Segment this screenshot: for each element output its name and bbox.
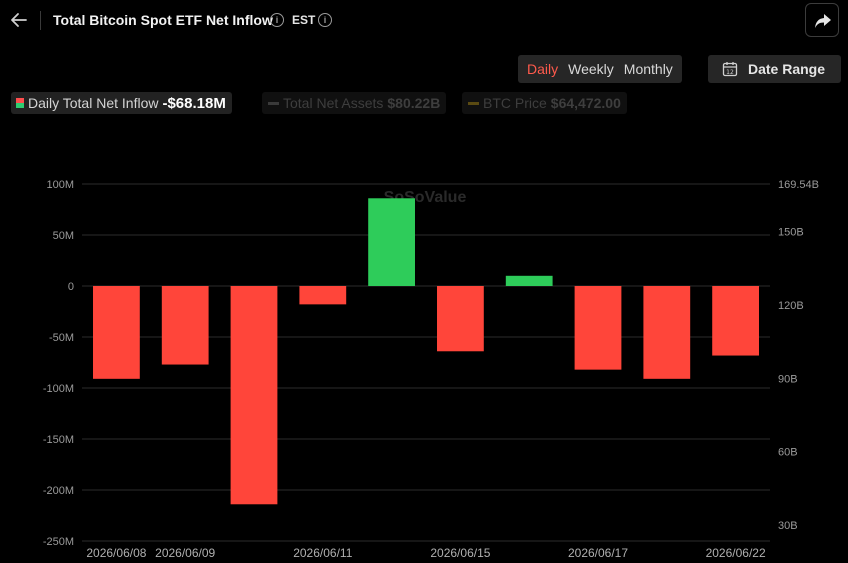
y-tick-label: 100M: [46, 179, 74, 191]
y2-tick-label: 169.54B: [778, 179, 819, 191]
share-icon: [815, 14, 831, 28]
legend-net-inflow[interactable]: Daily Total Net Inflow -$68.18M: [11, 92, 232, 114]
x-tick-label: 2026/06/11: [293, 546, 352, 560]
legend-value: -$68.18M: [162, 94, 226, 112]
y2-tick-label: 90B: [778, 373, 798, 385]
legend-label: BTC Price: [483, 95, 547, 111]
bar: [505, 275, 553, 286]
y2-tick-label: 60B: [778, 447, 798, 459]
period-switcher: Daily Weekly Monthly: [518, 55, 682, 83]
legend-label: Daily Total Net Inflow: [28, 95, 159, 111]
bar: [643, 286, 691, 379]
timezone-label: EST: [292, 13, 316, 27]
calendar-icon: 12: [722, 62, 738, 77]
y-tick-label: 50M: [53, 230, 74, 242]
y2-tick-label: 30B: [778, 520, 798, 532]
legend-swatch: [16, 98, 24, 108]
bar: [712, 286, 759, 356]
y2-tick-label: 150B: [778, 227, 804, 239]
page-title: Total Bitcoin Spot ETF Net Inflow: [53, 12, 273, 28]
x-tick-label: 2026/06/17: [568, 546, 628, 560]
bar: [93, 286, 140, 379]
back-arrow-icon[interactable]: [8, 9, 30, 31]
legend-value: $64,472.00: [550, 95, 621, 111]
x-tick-label: 2026/06/08: [86, 546, 146, 560]
y-tick-label: -200M: [43, 485, 74, 497]
net-inflow-chart: SoSoValue100M50M0-50M-100M-150M-200M-250…: [43, 179, 819, 560]
bar: [230, 286, 278, 505]
legend-btc-price[interactable]: BTC Price $64,472.00: [462, 92, 627, 114]
share-button[interactable]: [805, 3, 839, 37]
top-bar: Total Bitcoin Spot ETF Net Inflow i EST …: [0, 0, 848, 42]
timezone-info-icon[interactable]: i: [318, 13, 332, 27]
y-tick-label: -250M: [43, 536, 74, 548]
tab-weekly[interactable]: Weekly: [568, 61, 614, 77]
y-tick-label: -50M: [49, 332, 74, 344]
date-range-label: Date Range: [748, 61, 826, 77]
bar: [161, 286, 209, 365]
legend-swatch: [468, 101, 479, 105]
tab-daily[interactable]: Daily: [527, 61, 559, 77]
header-divider: [40, 11, 41, 30]
svg-text:12: 12: [726, 69, 734, 76]
y-tick-label: 0: [68, 281, 74, 293]
x-tick-label: 2026/06/15: [430, 546, 490, 560]
bar: [574, 286, 622, 370]
bar: [299, 286, 347, 305]
tab-monthly[interactable]: Monthly: [623, 61, 673, 77]
legend-swatch: [268, 101, 279, 105]
bar: [368, 198, 415, 286]
info-icon[interactable]: i: [270, 13, 284, 27]
date-range-button[interactable]: 12 Date Range: [708, 55, 841, 83]
x-tick-label: 2026/06/09: [155, 546, 215, 560]
y-tick-label: -100M: [43, 383, 74, 395]
y2-tick-label: 120B: [778, 300, 804, 312]
legend-label: Total Net Assets: [283, 95, 384, 111]
bar: [437, 286, 484, 352]
legend-total-net-assets[interactable]: Total Net Assets $80.22B: [262, 92, 447, 114]
legend-value: $80.22B: [387, 95, 441, 111]
x-tick-label: 2026/06/22: [706, 546, 766, 560]
y-tick-label: -150M: [43, 434, 74, 446]
